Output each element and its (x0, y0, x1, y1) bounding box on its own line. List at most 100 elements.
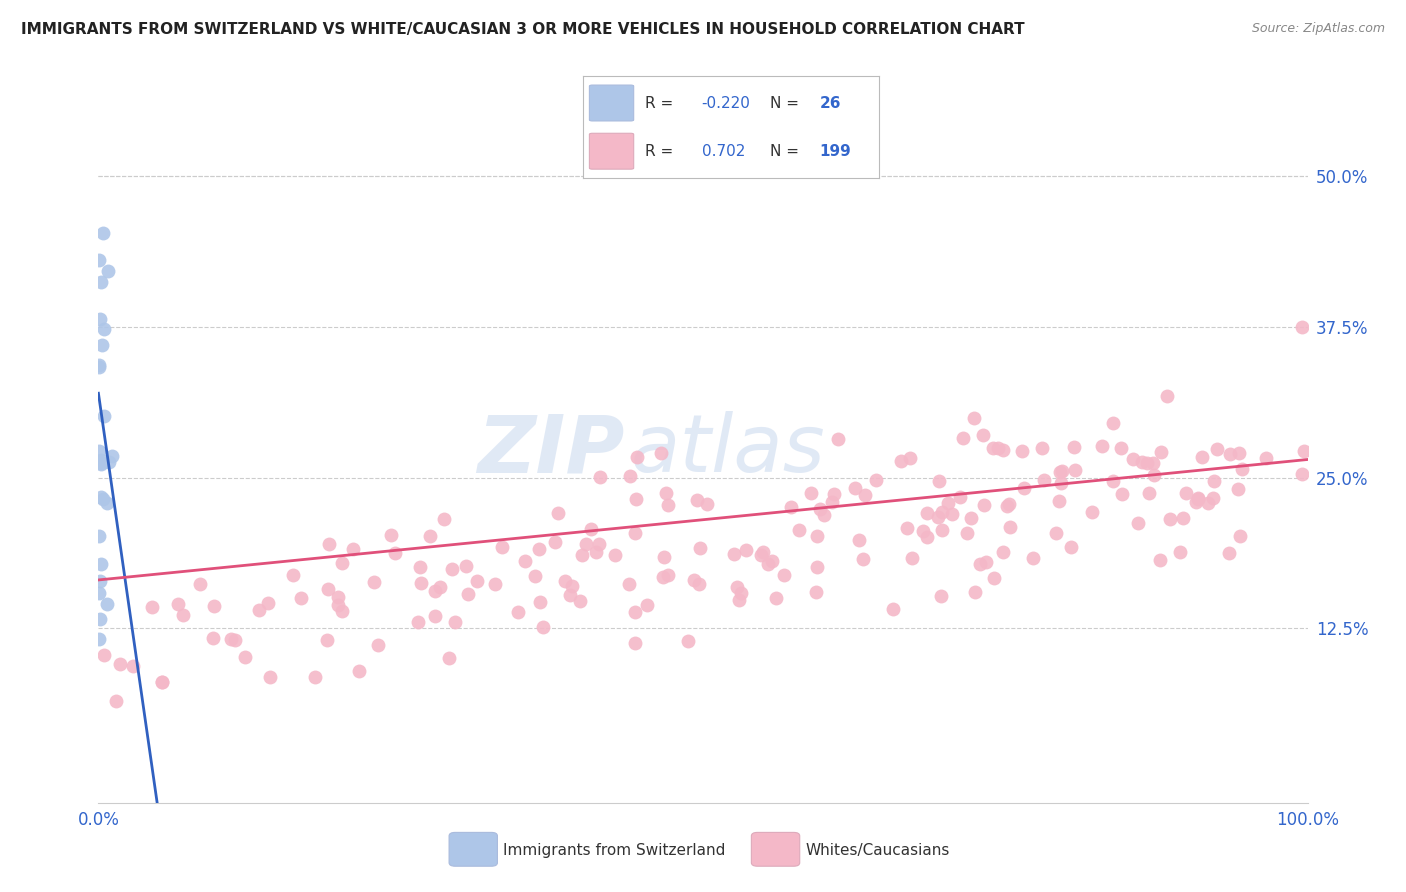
Point (848, 533, 870, 547)
Point (429, 580, 451, 594)
Point (561, 579, 583, 593)
Point (172, 607, 194, 622)
Point (974, 555, 997, 569)
Point (1202, 491, 1225, 506)
Point (167, 598, 190, 612)
Point (1132, 455, 1154, 469)
Point (342, 541, 364, 556)
Point (683, 574, 706, 588)
Point (96, 597, 118, 611)
Point (1102, 474, 1125, 488)
Point (1142, 467, 1164, 482)
Point (219, 632, 242, 647)
Point (257, 596, 280, 610)
Point (90, 456, 112, 470)
Point (1173, 511, 1195, 525)
Text: atlas: atlas (630, 411, 825, 490)
Point (991, 443, 1014, 458)
Point (688, 577, 710, 591)
Point (983, 571, 1005, 585)
Text: IMMIGRANTS FROM SWITZERLAND VS WHITE/CAUCASIAN 3 OR MORE VEHICLES IN HOUSEHOLD C: IMMIGRANTS FROM SWITZERLAND VS WHITE/CAU… (21, 22, 1025, 37)
Point (626, 450, 648, 464)
Point (804, 584, 827, 599)
Point (896, 521, 918, 535)
Point (1229, 529, 1251, 543)
Point (969, 557, 991, 571)
Point (425, 609, 447, 624)
Point (928, 474, 950, 488)
Point (652, 550, 675, 565)
FancyBboxPatch shape (751, 832, 800, 866)
Point (101, 449, 124, 463)
Point (1202, 474, 1225, 488)
Text: R =: R = (645, 144, 683, 159)
Point (1174, 486, 1197, 500)
Point (915, 530, 938, 544)
Point (141, 600, 163, 615)
Point (93, 648, 115, 662)
Point (318, 537, 340, 551)
Point (1135, 457, 1157, 471)
Point (290, 591, 312, 606)
Point (544, 535, 567, 549)
Point (1050, 475, 1073, 490)
Point (1219, 447, 1241, 461)
Point (89, 312, 111, 326)
Point (439, 650, 461, 665)
Point (259, 669, 281, 683)
Point (1254, 451, 1277, 466)
Text: Source: ZipAtlas.com: Source: ZipAtlas.com (1251, 22, 1385, 36)
FancyBboxPatch shape (449, 832, 498, 866)
Point (956, 525, 979, 540)
Point (90, 557, 112, 571)
Point (1294, 443, 1316, 458)
Point (408, 559, 430, 574)
Point (589, 470, 612, 484)
Point (852, 551, 875, 566)
Point (89, 528, 111, 542)
Point (326, 598, 349, 612)
Point (108, 657, 131, 672)
Point (1109, 442, 1132, 456)
Point (1014, 481, 1036, 495)
Point (657, 567, 679, 582)
Point (91, 492, 114, 507)
Point (97, 264, 120, 278)
Point (367, 639, 389, 653)
Point (585, 545, 607, 559)
Point (765, 591, 787, 606)
FancyBboxPatch shape (589, 85, 634, 121)
Point (1206, 442, 1229, 457)
Point (624, 605, 647, 619)
Point (651, 570, 673, 584)
Point (827, 432, 849, 446)
Point (527, 542, 550, 557)
Point (853, 488, 876, 502)
Point (1197, 496, 1219, 510)
Point (936, 496, 959, 510)
Point (363, 575, 385, 590)
Point (995, 499, 1018, 513)
Point (93, 409, 115, 424)
Point (122, 659, 145, 673)
Point (963, 411, 986, 425)
Point (987, 441, 1010, 455)
Point (981, 441, 1004, 455)
Point (87, 360, 110, 375)
Point (89, 453, 111, 467)
Point (800, 485, 823, 500)
Point (384, 546, 406, 560)
Point (1159, 512, 1181, 526)
Point (529, 595, 551, 609)
Text: N =: N = (769, 144, 803, 159)
Point (87, 632, 110, 647)
Point (624, 525, 647, 540)
Point (806, 528, 828, 542)
Point (657, 498, 679, 512)
Point (443, 615, 465, 629)
Point (1011, 444, 1033, 458)
Point (90, 275, 112, 289)
Point (491, 541, 513, 555)
Point (87, 252, 110, 267)
Point (1149, 553, 1171, 567)
